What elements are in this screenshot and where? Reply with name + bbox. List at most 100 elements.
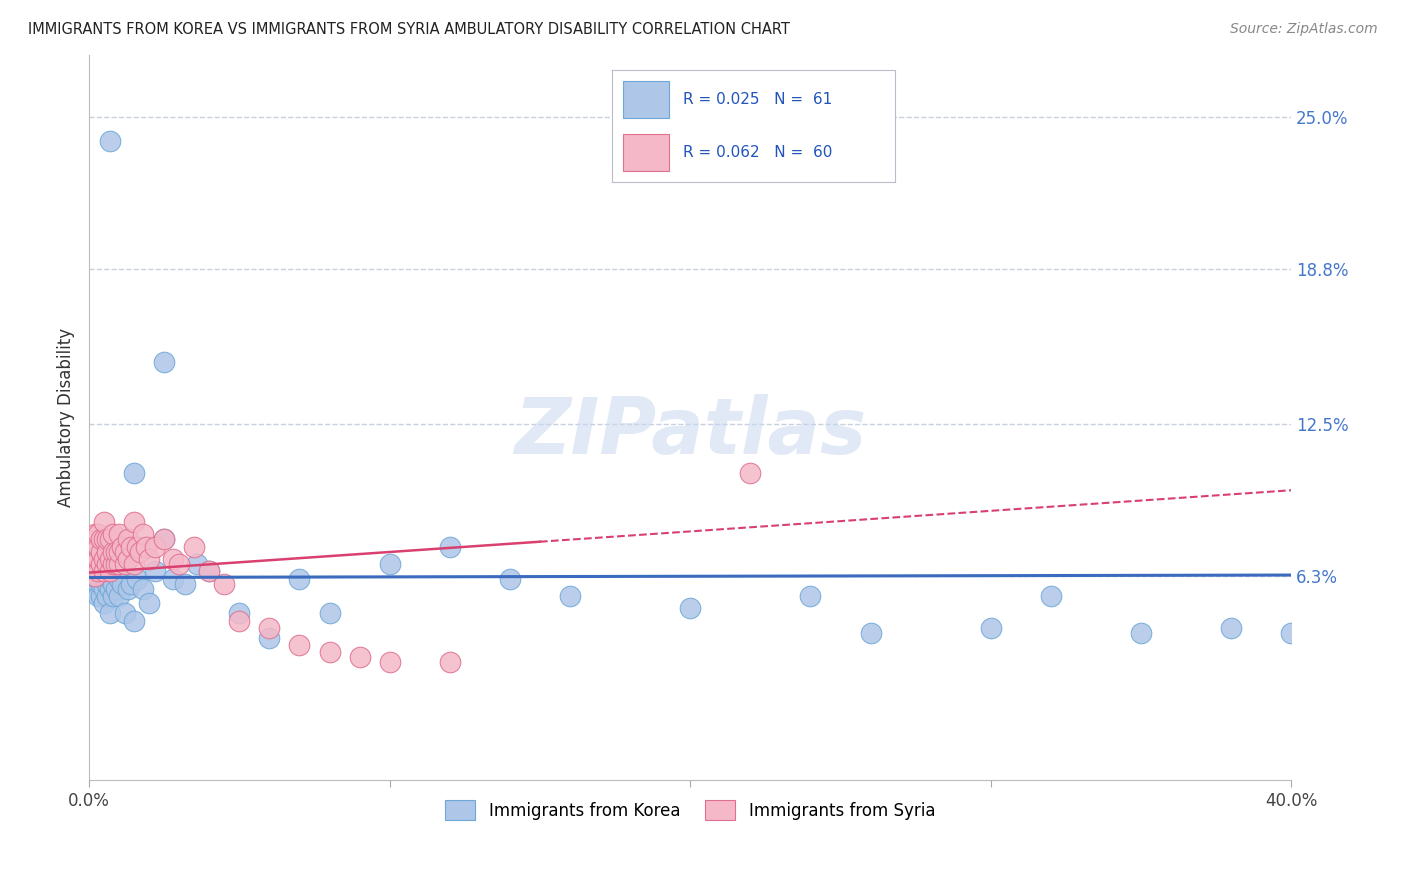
Point <box>129 544 152 558</box>
Point <box>93 515 115 529</box>
Point <box>859 625 882 640</box>
Point <box>499 572 522 586</box>
Point <box>93 557 115 571</box>
Point <box>111 540 134 554</box>
Point <box>120 576 142 591</box>
Point <box>127 572 149 586</box>
Point <box>439 655 461 669</box>
Point <box>259 621 281 635</box>
Point <box>84 565 107 579</box>
Point <box>1039 589 1062 603</box>
Point <box>90 533 112 547</box>
Point <box>105 582 128 596</box>
Point <box>80 547 103 561</box>
Point <box>105 557 128 571</box>
Point <box>378 557 401 571</box>
Point <box>117 582 139 596</box>
Point <box>174 576 197 591</box>
Point <box>439 540 461 554</box>
Point <box>101 544 124 558</box>
Point <box>132 582 155 596</box>
Point <box>96 589 118 603</box>
Point <box>108 557 131 571</box>
Point <box>90 589 112 603</box>
Point <box>318 606 340 620</box>
Point <box>93 582 115 596</box>
Point <box>93 572 115 586</box>
Point <box>80 572 103 586</box>
Text: ZIPatlas: ZIPatlas <box>515 394 866 470</box>
Point <box>98 134 121 148</box>
Point <box>132 527 155 541</box>
Point <box>84 540 107 554</box>
Point <box>135 540 157 554</box>
Point <box>96 576 118 591</box>
Point <box>122 614 145 628</box>
Legend: Immigrants from Korea, Immigrants from Syria: Immigrants from Korea, Immigrants from S… <box>439 794 942 826</box>
Point <box>122 557 145 571</box>
Point <box>138 552 160 566</box>
Point <box>122 515 145 529</box>
Point <box>93 552 115 566</box>
Point <box>122 466 145 480</box>
Point <box>90 576 112 591</box>
Point <box>114 606 136 620</box>
Point <box>318 645 340 659</box>
Point <box>143 565 166 579</box>
Point <box>84 582 107 596</box>
Point <box>101 589 124 603</box>
Point <box>96 557 118 571</box>
Point <box>84 527 107 541</box>
Point <box>87 557 110 571</box>
Point <box>1220 621 1243 635</box>
Point <box>98 606 121 620</box>
Point <box>90 565 112 579</box>
Point <box>186 557 208 571</box>
Point <box>349 650 371 665</box>
Point <box>93 596 115 610</box>
Point <box>87 540 110 554</box>
Point <box>87 527 110 541</box>
Point <box>108 589 131 603</box>
Point <box>105 565 128 579</box>
Point <box>80 557 103 571</box>
Point <box>111 576 134 591</box>
Point <box>198 565 221 579</box>
Point <box>1279 625 1302 640</box>
Point <box>87 565 110 579</box>
Point <box>90 557 112 571</box>
Point <box>87 589 110 603</box>
Point <box>127 540 149 554</box>
Point <box>93 533 115 547</box>
Point <box>288 638 311 652</box>
Point <box>117 552 139 566</box>
Point <box>143 540 166 554</box>
Point <box>93 565 115 579</box>
Point <box>183 540 205 554</box>
Point <box>228 606 250 620</box>
Point <box>162 572 184 586</box>
Point <box>214 576 236 591</box>
Point <box>117 533 139 547</box>
Point <box>105 544 128 558</box>
Point <box>228 614 250 628</box>
Point <box>108 544 131 558</box>
Point <box>378 655 401 669</box>
Point <box>98 552 121 566</box>
Point <box>84 557 107 571</box>
Point <box>108 572 131 586</box>
Point <box>96 544 118 558</box>
Point <box>114 544 136 558</box>
Point <box>87 576 110 591</box>
Point <box>679 601 702 615</box>
Point <box>153 533 176 547</box>
Point <box>138 596 160 610</box>
Point <box>288 572 311 586</box>
Point <box>101 527 124 541</box>
Point <box>96 533 118 547</box>
Point <box>98 533 121 547</box>
Point <box>162 552 184 566</box>
Point <box>108 557 131 571</box>
Point <box>980 621 1002 635</box>
Point <box>87 572 110 586</box>
